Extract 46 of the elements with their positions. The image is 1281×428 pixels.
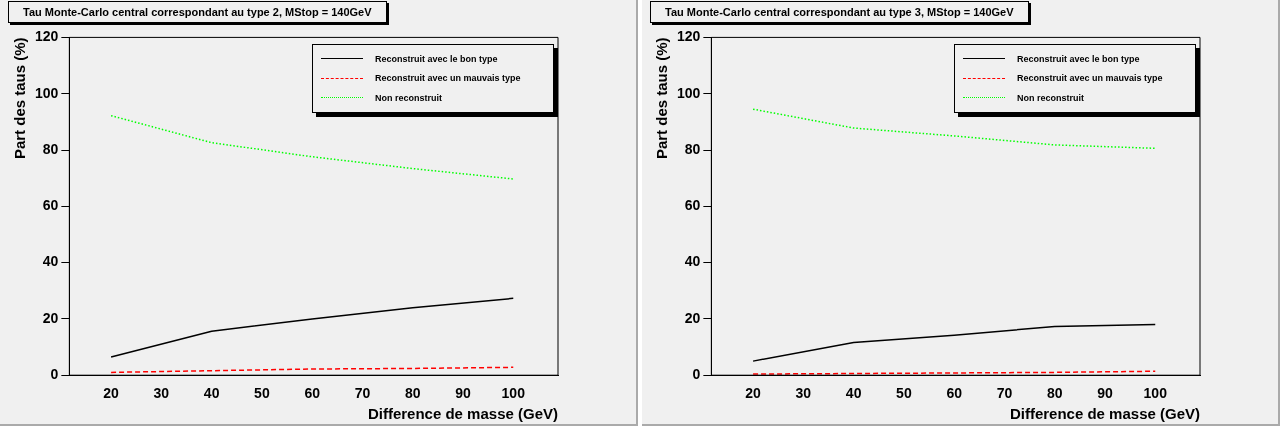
x-tick-label: 30	[795, 385, 812, 402]
legend-label: Non reconstruit	[375, 92, 443, 103]
legend-label: Reconstruit avec le bon type	[375, 53, 498, 64]
x-tick-label: 40	[845, 385, 862, 402]
y-tick-label: 120	[35, 28, 59, 45]
y-tick-label: 20	[684, 309, 701, 326]
x-tick-label: 60	[946, 385, 963, 402]
y-tick-label: 20	[42, 309, 59, 326]
y-tick-label: 60	[42, 197, 59, 214]
x-tick-label: 90	[1097, 385, 1113, 402]
x-tick-label: 50	[254, 385, 270, 402]
x-tick-label: 80	[1046, 385, 1063, 402]
legend-label: Reconstruit avec un mauvais type	[1017, 73, 1163, 84]
line-series	[752, 108, 1157, 150]
x-tick-label: 70	[996, 385, 1013, 402]
y-axis-title: Part des taus (%)	[11, 37, 29, 160]
x-tick-label: 50	[896, 385, 912, 402]
legend-label: Reconstruit avec un mauvais type	[375, 73, 521, 84]
y-axis-title: Part des taus (%)	[653, 37, 671, 160]
y-tick-label: 100	[35, 84, 59, 101]
x-tick-label: 90	[455, 385, 471, 402]
x-tick-label: 70	[354, 385, 371, 402]
y-tick-label: 40	[42, 253, 59, 270]
x-tick-label: 100	[501, 385, 526, 402]
line-series	[110, 114, 515, 180]
y-tick-label: 100	[677, 84, 701, 101]
x-tick-label: 40	[203, 385, 220, 402]
legend-label: Non reconstruit	[1017, 92, 1085, 103]
y-tick-label: 80	[684, 140, 701, 157]
legend-label: Reconstruit avec le bon type	[1017, 53, 1140, 64]
x-tick-label: 80	[404, 385, 421, 402]
x-axis-title: Difference de masse (GeV)	[367, 405, 558, 423]
x-tick-label: 20	[103, 385, 120, 402]
x-tick-label: 100	[1143, 385, 1168, 402]
y-tick-label: 120	[677, 28, 701, 45]
chart-title: Tau Monte-Carlo central correspondant au type 2, MStop = 140GeV	[8, 1, 387, 23]
y-tick-label: 60	[684, 197, 701, 214]
y-tick-label: 80	[42, 140, 59, 157]
y-tick-label: 40	[684, 253, 701, 270]
chart-title: Tau Monte-Carlo central correspondant au type 3, MStop = 140GeV	[650, 1, 1029, 23]
x-axis-title: Difference de masse (GeV)	[1009, 405, 1200, 423]
x-tick-label: 60	[304, 385, 321, 402]
y-tick-label: 0	[50, 366, 59, 383]
y-tick-label: 0	[692, 366, 701, 383]
x-tick-label: 20	[745, 385, 762, 402]
x-tick-label: 30	[153, 385, 170, 402]
